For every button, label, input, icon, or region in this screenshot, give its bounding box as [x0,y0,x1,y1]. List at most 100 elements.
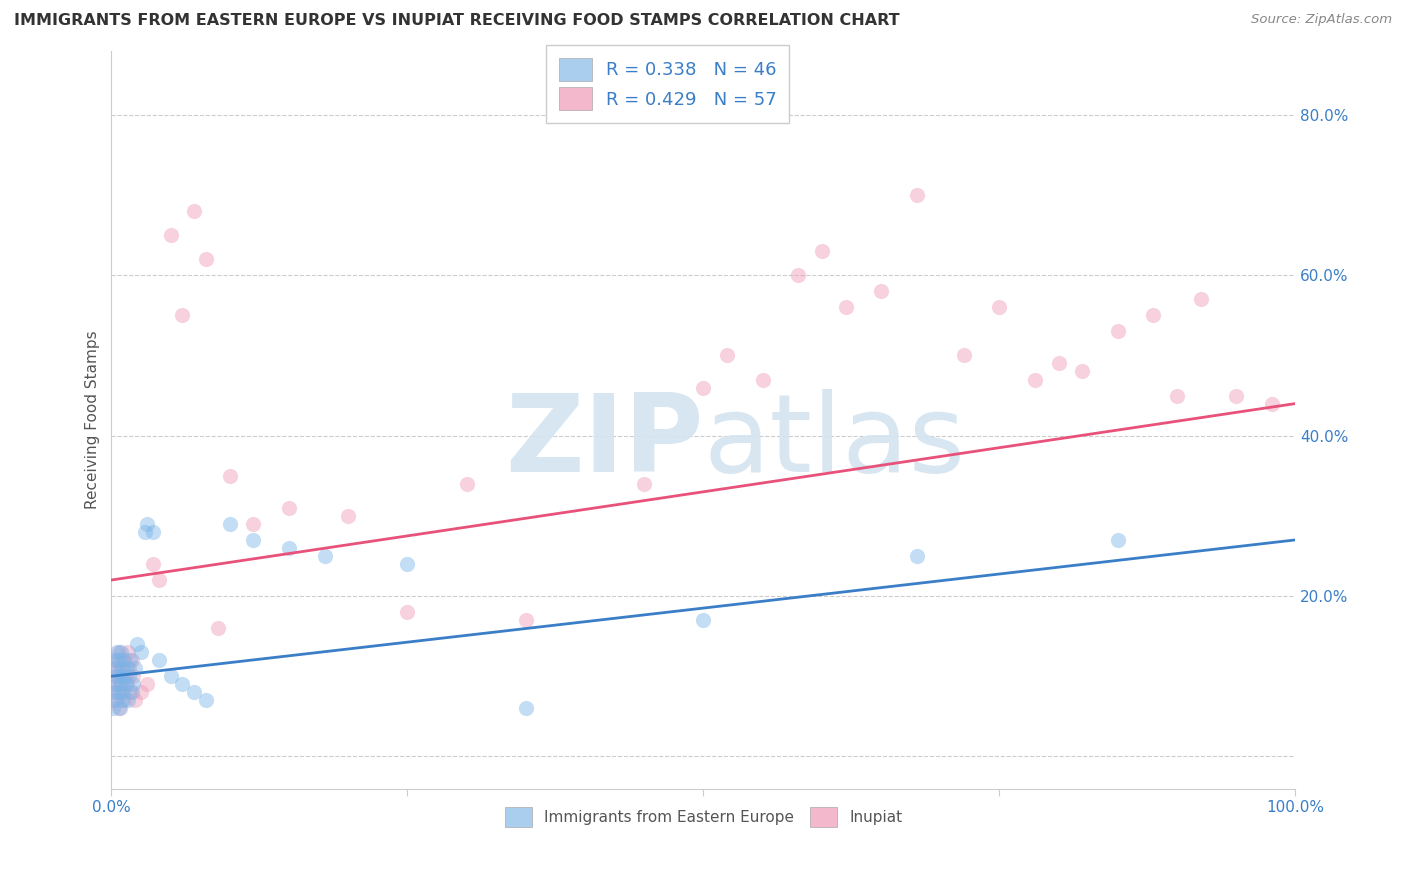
Point [121,685,143,699]
Point [870,285,893,299]
Point [1071,364,1094,378]
Point [136,516,159,531]
Point [112,685,135,699]
Point [105,661,128,675]
Point [118,669,141,683]
Point [314,549,336,563]
Point [172,309,194,323]
Point [1142,309,1164,323]
Point [787,268,810,283]
Point [148,653,170,667]
Point [121,677,143,691]
Point [104,661,127,675]
Point [111,693,134,707]
Point [114,669,136,683]
Text: ZIP: ZIP [505,389,703,495]
Point [110,645,132,659]
Point [134,524,156,539]
Point [142,524,165,539]
Point [136,677,159,691]
Point [112,653,135,667]
Point [811,244,834,259]
Point [1107,325,1129,339]
Point [515,701,537,715]
Point [183,204,205,219]
Point [456,476,478,491]
Point [107,701,129,715]
Point [108,677,131,691]
Point [107,685,129,699]
Point [124,661,146,675]
Point [633,476,655,491]
Point [108,701,131,715]
Point [692,613,714,627]
Legend: Immigrants from Eastern Europe, Inupiat: Immigrants from Eastern Europe, Inupiat [495,798,911,836]
Point [120,653,142,667]
Point [117,693,139,707]
Point [118,661,141,675]
Point [104,653,127,667]
Point [1225,388,1247,402]
Point [105,669,128,683]
Point [172,677,194,691]
Point [396,557,419,571]
Point [953,348,976,362]
Point [112,669,135,683]
Point [242,533,264,547]
Point [1261,396,1284,410]
Point [1024,372,1046,386]
Point [107,653,129,667]
Point [108,669,131,683]
Point [142,557,165,571]
Point [1047,356,1070,370]
Point [195,693,218,707]
Point [159,228,181,243]
Point [905,188,928,202]
Text: IMMIGRANTS FROM EASTERN EUROPE VS INUPIAT RECEIVING FOOD STAMPS CORRELATION CHAR: IMMIGRANTS FROM EASTERN EUROPE VS INUPIA… [14,13,900,29]
Point [278,541,301,555]
Point [124,693,146,707]
Point [105,693,128,707]
Point [396,605,419,619]
Point [114,653,136,667]
Point [337,508,360,523]
Point [105,677,128,691]
Point [716,348,738,362]
Point [121,653,143,667]
Point [104,669,127,683]
Point [905,549,928,563]
Point [692,380,714,394]
Point [114,677,136,691]
Point [1189,293,1212,307]
Point [1107,533,1129,547]
Point [101,701,124,715]
Point [105,685,128,699]
Point [107,645,129,659]
Point [515,613,537,627]
Point [110,677,132,691]
Point [110,661,132,675]
Point [117,645,139,659]
Point [105,653,128,667]
Point [148,573,170,587]
Point [115,661,138,675]
Point [111,685,134,699]
Point [988,301,1011,315]
Point [101,693,124,707]
Point [834,301,856,315]
Point [120,685,142,699]
Point [218,516,240,531]
Point [751,372,773,386]
Point [114,693,136,707]
Point [115,677,138,691]
Point [105,645,128,659]
Point [207,621,229,635]
Point [159,669,181,683]
Point [129,645,152,659]
Y-axis label: Receiving Food Stamps: Receiving Food Stamps [86,330,100,509]
Point [218,468,240,483]
Text: Source: ZipAtlas.com: Source: ZipAtlas.com [1251,13,1392,27]
Point [103,677,125,691]
Point [111,661,134,675]
Point [242,516,264,531]
